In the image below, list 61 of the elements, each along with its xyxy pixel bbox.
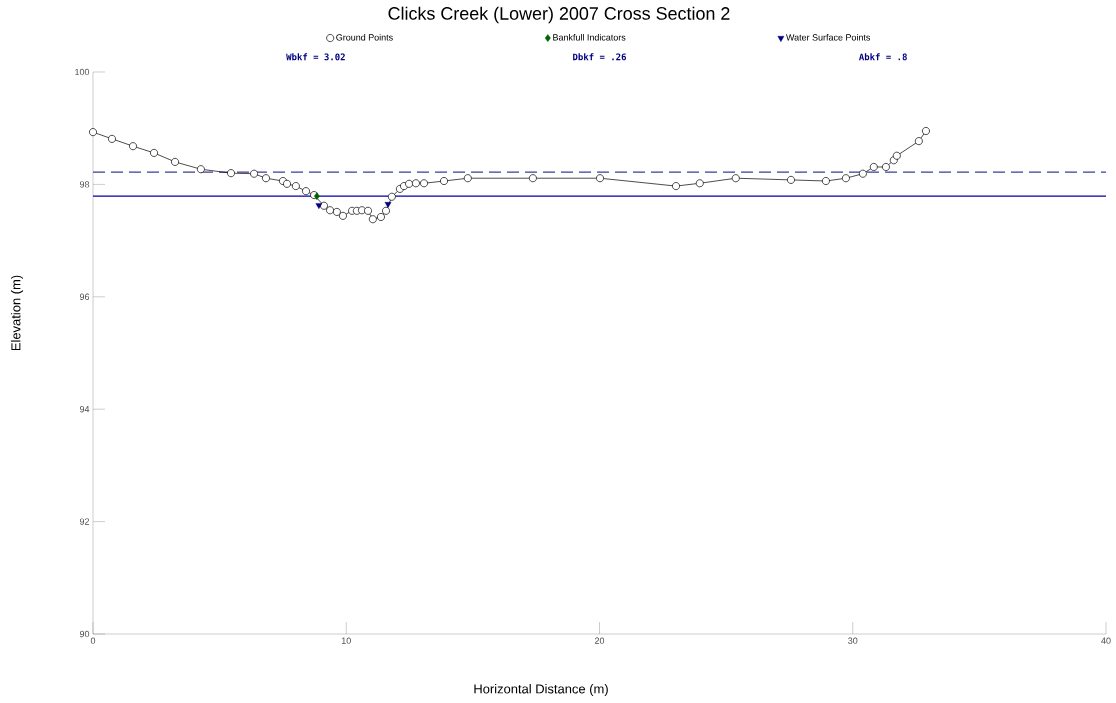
- point: [382, 206, 390, 215]
- point: [528, 174, 537, 183]
- point: [892, 151, 901, 160]
- point: [787, 175, 795, 184]
- legend-label: Water Surface Points: [786, 34, 871, 41]
- text: Wbkf = 3.02: [286, 53, 345, 61]
- text: Abkf = .8: [858, 53, 907, 61]
- point: [227, 169, 235, 178]
- point: [921, 127, 930, 135]
- text: Dbkf = .26: [573, 53, 626, 61]
- point: [384, 202, 392, 208]
- y-tick-label: 98: [79, 181, 90, 188]
- y-tick-label: 94: [79, 406, 90, 413]
- point: [108, 134, 116, 143]
- x-tick-label: 30: [848, 637, 858, 644]
- point: [315, 203, 323, 209]
- point: [364, 206, 372, 215]
- legend-label: Bankfull Indicators: [553, 34, 626, 41]
- point: [695, 179, 704, 188]
- point: [821, 177, 830, 185]
- point: [596, 174, 604, 183]
- point: [869, 163, 878, 171]
- point: [463, 174, 472, 183]
- point: [150, 148, 158, 157]
- point: [332, 207, 341, 216]
- y-tick-label: 90: [79, 630, 90, 638]
- point: [250, 169, 259, 178]
- point: [881, 163, 890, 171]
- point: [262, 174, 270, 183]
- point: [377, 213, 385, 221]
- chart-title: Clicks Creek (Lower) 2007 Cross Section 2: [388, 6, 730, 24]
- point: [387, 192, 396, 201]
- point: [326, 206, 334, 215]
- point: [339, 211, 347, 220]
- y-tick-label: 92: [79, 518, 90, 525]
- point: [440, 177, 448, 185]
- point: [291, 182, 300, 191]
- point: [405, 179, 414, 188]
- x-tick-label: 20: [594, 637, 605, 644]
- point: [731, 174, 740, 183]
- point: [283, 179, 291, 188]
- x-tick-label: 40: [1101, 637, 1111, 644]
- point: [302, 187, 310, 196]
- x-tick-label: 0: [90, 637, 96, 644]
- point: [672, 182, 680, 191]
- x-tick-label: 10: [341, 637, 351, 644]
- y-tick-label: 96: [79, 293, 90, 300]
- y-axis-title: Elevation (m): [10, 275, 24, 351]
- point: [196, 165, 205, 174]
- point: [914, 137, 923, 146]
- point: [171, 157, 179, 166]
- point: [858, 169, 867, 178]
- y-tick-label: 100: [75, 68, 90, 76]
- point: [420, 179, 428, 188]
- point: [411, 179, 420, 188]
- point: [129, 142, 137, 151]
- legend-label: Ground Points: [336, 34, 393, 41]
- x-axis-title: Horizontal Distance (m): [474, 683, 608, 697]
- point: [841, 174, 850, 183]
- point: [89, 128, 97, 137]
- point: [368, 215, 377, 224]
